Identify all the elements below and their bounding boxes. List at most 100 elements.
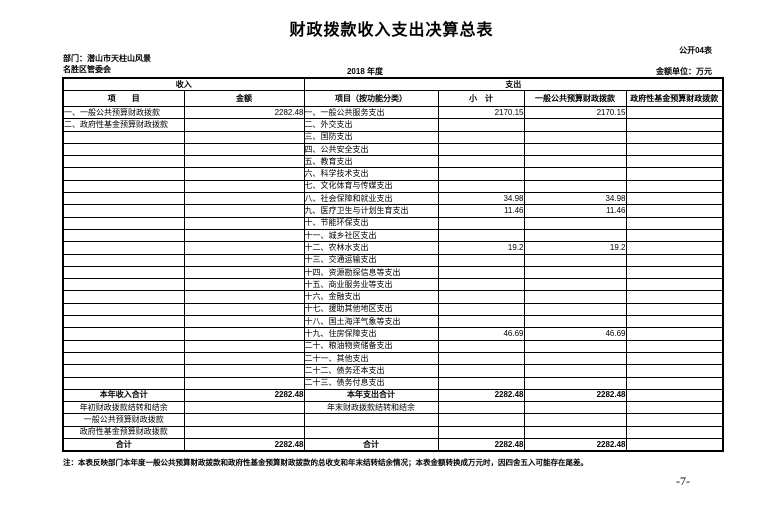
cell-subtotal xyxy=(437,118,525,132)
cell-general-budget xyxy=(523,118,627,132)
cell-gov-fund xyxy=(625,438,724,452)
cell-income-amount xyxy=(183,290,305,304)
cell-expense-item: 四、公共安全支出 xyxy=(303,142,439,157)
cell-subtotal: 34.98 xyxy=(437,192,525,206)
cell-gov-fund xyxy=(625,142,724,157)
cell-general-budget xyxy=(523,376,627,390)
table-row: 一般公共预算财政拨款 xyxy=(62,413,724,427)
cell-expense-item: 三、国防支出 xyxy=(303,130,439,144)
cell-income-item: 本年收入合计 xyxy=(62,388,185,403)
table-row: 本年收入合计 2282.48 本年支出合计 2282.48 2282.48 xyxy=(62,388,724,403)
cell-general-budget: 19.2 xyxy=(523,241,627,255)
cell-gov-fund xyxy=(625,192,724,206)
cell-general-budget: 46.69 xyxy=(523,327,627,341)
cell-gov-fund xyxy=(625,130,724,144)
table-row: 年初财政拨款结转和结余 年末财政拨款结转和结余 xyxy=(62,401,724,415)
cell-expense-item: 本年支出合计 xyxy=(303,388,439,403)
cell-general-budget xyxy=(523,155,627,169)
table-row: 二十、粮油物资储备支出 xyxy=(62,339,724,353)
cell-expense-item: 五、教育支出 xyxy=(303,155,439,169)
cell-expense-item: 十五、商业服务业等支出 xyxy=(303,278,439,292)
cell-income-item xyxy=(62,192,185,206)
cell-general-budget xyxy=(523,216,627,230)
cell-income-item xyxy=(62,241,185,255)
cell-expense-item: 十八、国土海洋气象等支出 xyxy=(303,315,439,329)
cell-general-budget: 2282.48 xyxy=(523,438,627,452)
cell-expense-item: 一、一般公共服务支出 xyxy=(303,105,439,120)
cell-income-amount xyxy=(183,228,305,243)
table-row: 四、公共安全支出 xyxy=(62,142,724,157)
table-row: 十五、商业服务业等支出 xyxy=(62,278,724,292)
cell-income-item: 二、政府性基金预算财政拨款 xyxy=(62,118,185,132)
table-row: 十四、资源勘探信息等支出 xyxy=(62,265,724,280)
cell-gov-fund xyxy=(625,364,724,378)
cell-gov-fund xyxy=(625,278,724,292)
cell-income-item: 合计 xyxy=(62,438,185,452)
cell-subtotal xyxy=(437,142,525,157)
department-line2: 名胜区管委会 xyxy=(63,65,111,74)
cell-income-item xyxy=(62,228,185,243)
cell-income-amount xyxy=(183,192,305,206)
cell-subtotal xyxy=(437,265,525,280)
cell-general-budget xyxy=(523,253,627,267)
cell-gov-fund xyxy=(625,155,724,169)
cell-subtotal: 46.69 xyxy=(437,327,525,341)
cell-subtotal: 11.46 xyxy=(437,204,525,218)
table-row: 九、医疗卫生与计划生育支出 11.46 11.46 xyxy=(62,204,724,218)
cell-subtotal xyxy=(437,155,525,169)
cell-income-amount xyxy=(183,413,305,427)
cell-subtotal xyxy=(437,228,525,243)
cell-expense-item: 二十二、债务还本支出 xyxy=(303,364,439,378)
cell-income-amount xyxy=(183,364,305,378)
cell-subtotal xyxy=(437,278,525,292)
cell-income-item xyxy=(62,167,185,181)
cell-expense-item: 六、科学技术支出 xyxy=(303,167,439,181)
cell-gov-fund xyxy=(625,388,724,403)
cell-gov-fund xyxy=(625,351,724,366)
cell-gov-fund xyxy=(625,253,724,267)
column-header-row: 项 目 金额 项目（按功能分类） 小 计 一般公共预算财政拨款 政府性基金预算财… xyxy=(62,90,724,107)
cell-gov-fund xyxy=(625,376,724,390)
cell-gov-fund xyxy=(625,401,724,415)
cell-subtotal xyxy=(437,364,525,378)
cell-income-item xyxy=(62,265,185,280)
cell-subtotal xyxy=(437,179,525,194)
cell-general-budget xyxy=(523,302,627,317)
table-row: 六、科学技术支出 xyxy=(62,167,724,181)
table-row: 十二、农林水支出 19.2 19.2 xyxy=(62,241,724,255)
amount-unit: 金额单位：万元 xyxy=(656,67,712,76)
table-row: 政府性基金预算财政拨款 xyxy=(62,425,724,440)
cell-gov-fund xyxy=(625,290,724,304)
department-line1: 部门：潜山市天柱山风景 xyxy=(63,54,151,63)
cell-income-item xyxy=(62,302,185,317)
group-header-income: 收入 xyxy=(62,77,305,91)
cell-subtotal xyxy=(437,216,525,230)
cell-expense-item xyxy=(303,413,439,427)
table-row: 十一、城乡社区支出 xyxy=(62,228,724,243)
column-header-income-item: 项 目 xyxy=(62,90,185,107)
cell-income-amount xyxy=(183,315,305,329)
column-header-gov-fund: 政府性基金预算财政拨款 xyxy=(625,90,724,107)
cell-income-amount: 2282.48 xyxy=(183,388,305,403)
cell-income-amount xyxy=(183,118,305,132)
cell-gov-fund xyxy=(625,327,724,341)
cell-expense-item: 十七、援助其他地区支出 xyxy=(303,302,439,317)
cell-income-item xyxy=(62,130,185,144)
table-row: 二十三、债务付息支出 xyxy=(62,376,724,390)
cell-general-budget xyxy=(523,364,627,378)
cell-subtotal: 2170.15 xyxy=(437,105,525,120)
cell-subtotal xyxy=(437,413,525,427)
cell-subtotal xyxy=(437,253,525,267)
cell-income-item xyxy=(62,179,185,194)
cell-gov-fund xyxy=(625,302,724,317)
table-row: 八、社会保障和就业支出 34.98 34.98 xyxy=(62,192,724,206)
cell-income-item xyxy=(62,364,185,378)
cell-gov-fund xyxy=(625,204,724,218)
cell-general-budget xyxy=(523,425,627,440)
cell-subtotal: 19.2 xyxy=(437,241,525,255)
cell-expense-item: 八、社会保障和就业支出 xyxy=(303,192,439,206)
cell-expense-item: 十四、资源勘探信息等支出 xyxy=(303,265,439,280)
cell-expense-item: 十三、交通运输支出 xyxy=(303,253,439,267)
cell-income-item xyxy=(62,216,185,230)
